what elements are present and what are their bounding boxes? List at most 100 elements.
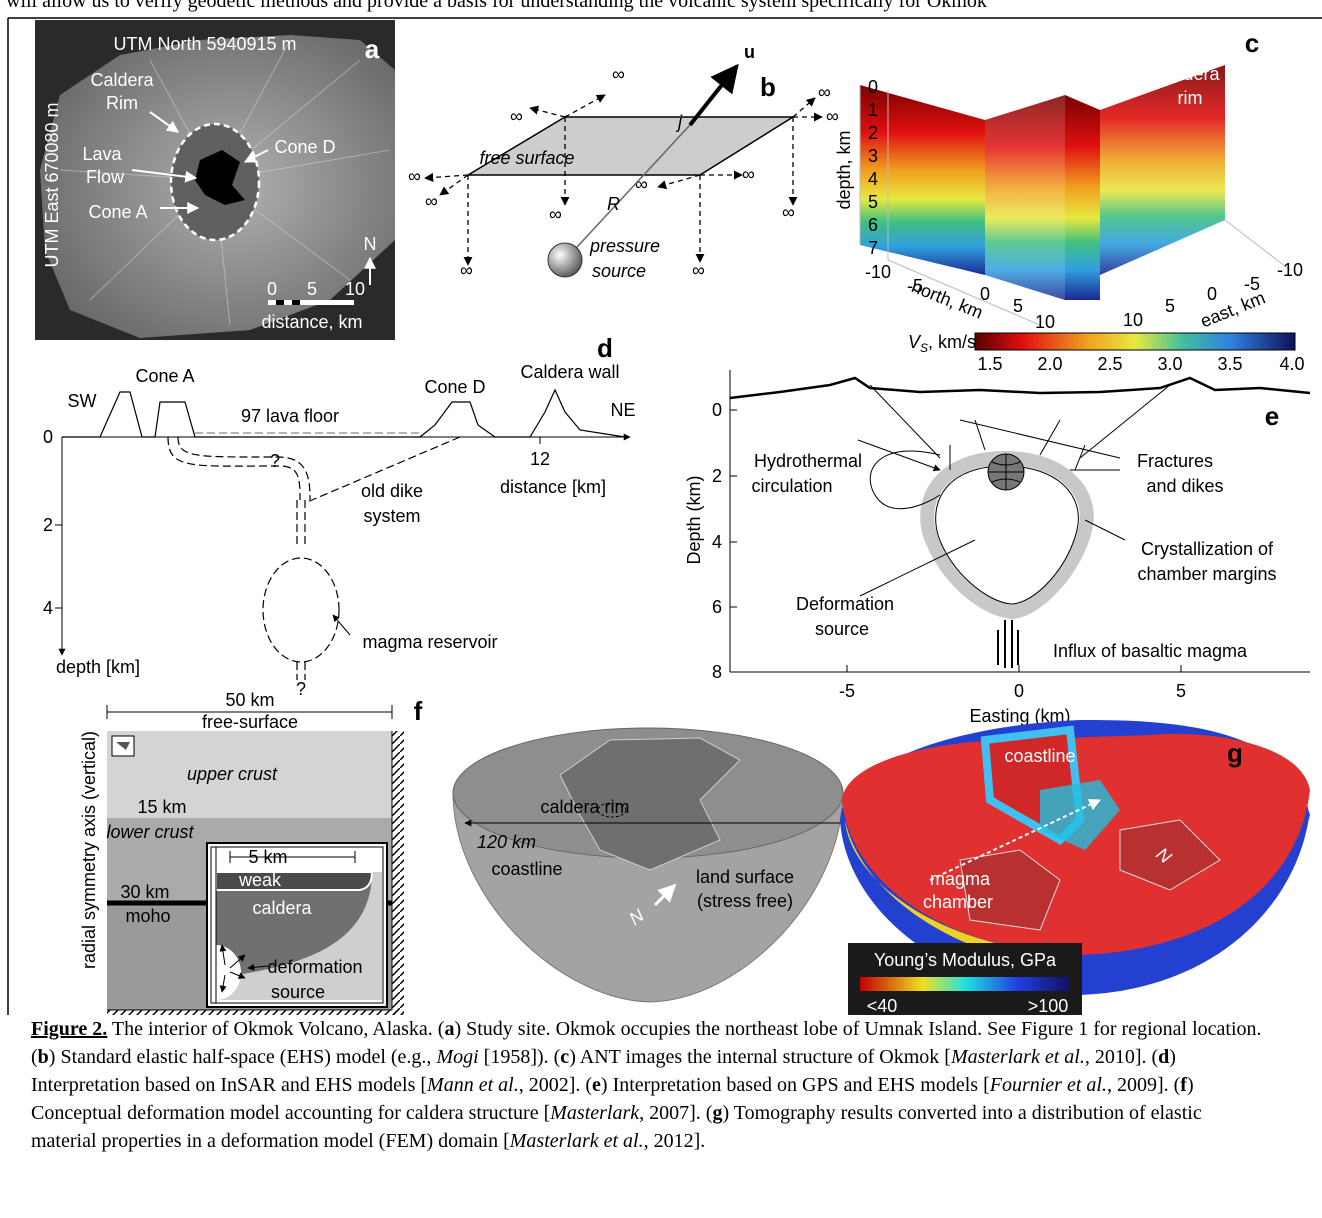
panel-b-infinity: ∞ <box>408 166 421 186</box>
page: will allow us to verify geodetic methods… <box>0 0 1322 1218</box>
shape <box>440 175 468 195</box>
panel-c-east-ticks: 10 <box>1123 310 1143 330</box>
panel-d-ne: NE <box>610 400 635 420</box>
panel-b-infinity: ∞ <box>460 260 473 280</box>
panel-e-x-ticks: 5 <box>1176 681 1186 701</box>
shape <box>860 977 1070 991</box>
caption: , 2002]. ( <box>519 1074 592 1096</box>
shape <box>425 175 468 178</box>
shape <box>333 615 350 635</box>
panel-c-depth-ticks: 5 <box>868 192 878 212</box>
panel-a-scale-ticks: 10 <box>345 279 365 299</box>
panel-a-utm-east: UTM East 670080 m <box>42 102 62 267</box>
panel-c-colorbar-ticks: 2.5 <box>1097 354 1122 374</box>
panel-c-north-ticks: 0 <box>980 284 990 304</box>
panel-b-infinity: ∞ <box>818 82 831 102</box>
panel-f-deformation: deformation <box>267 957 362 977</box>
panel-b-infinity: ∞ <box>692 260 705 280</box>
panel-f-axis: radial symmetry axis (vertical) <box>79 731 99 969</box>
panel-c-colorbar-ticks: 4.0 <box>1279 354 1304 374</box>
panel-g-coastline: coastline <box>1004 746 1075 766</box>
panel-e-x-ticks: -5 <box>839 681 855 701</box>
panel-c-north-ticks: 5 <box>1013 296 1023 316</box>
panel-g-land-surface: (stress free) <box>697 891 793 911</box>
panel-c-east-ticks: -10 <box>1277 260 1303 280</box>
panel-a-scale-label: distance, km <box>261 312 362 332</box>
panel-g-land-surface: land surface <box>696 867 794 887</box>
panel-d-caldera-wall: Caldera wall <box>520 362 619 382</box>
caption: Mogi <box>436 1046 478 1068</box>
caption: ) Interpretation based on GPS and EHS mo… <box>601 1074 990 1096</box>
caption: Mann et al. <box>427 1074 519 1096</box>
panel-e: e Hydrothermal circulation Fractures and… <box>684 370 1310 726</box>
caption: Masterlark <box>550 1102 639 1124</box>
panel-d-sw: SW <box>68 391 97 411</box>
shape <box>548 243 582 277</box>
shape <box>565 95 605 117</box>
panel-c-colorbar-unit: , km/s <box>928 332 976 352</box>
caption: ) Standard elastic half-space (EHS) mode… <box>49 1046 437 1068</box>
panel-b-infinity: ∞ <box>510 106 523 126</box>
panel-c: Cone A caldera rim c 01 23 45 67 depth, … <box>834 28 1305 374</box>
panel-e-hydrothermal: Hydrothermal <box>754 451 862 471</box>
caption: , 2012]. <box>644 1130 706 1152</box>
caption: b <box>38 1046 49 1068</box>
panel-b-vector: u <box>744 42 755 62</box>
panel-d-distance-tick: 12 <box>530 449 550 469</box>
panel-g-magma-chamber: magma <box>930 869 991 889</box>
panel-b-source: source <box>592 261 646 281</box>
shape <box>998 620 1018 668</box>
panel-f-letter: f <box>414 696 423 726</box>
caption: g <box>712 1102 722 1124</box>
figure: UTM North 5940915 m a UTM East 670080 m … <box>0 0 1322 1015</box>
shape <box>793 98 815 117</box>
panel-f-lower-crust: lower crust <box>106 822 194 842</box>
panel-e-y-ticks: 2 <box>712 466 722 486</box>
panel-c-depth-label: depth, km <box>834 130 854 209</box>
panel-a-caldera-rim: Caldera <box>90 70 154 90</box>
shape <box>276 300 284 305</box>
caption: , 2010]. ( <box>1085 1046 1158 1068</box>
panel-g-radius: 120 km <box>477 832 536 852</box>
panel-f-moho: moho <box>125 906 170 926</box>
panel-c-colorbar-ticks: 2.0 <box>1037 354 1062 374</box>
panel-d-distance-label: distance [km] <box>500 477 606 497</box>
panel-e-deformation: Deformation <box>796 594 894 614</box>
shape <box>870 385 1170 458</box>
panel-g: caldera rim 120 km coastline land surfac… <box>453 720 1310 1015</box>
shape <box>530 108 565 117</box>
shape <box>292 300 300 305</box>
panel-b: b free surface ∞∞ ∞∞ ∞∞ ∞∞ ∞∞ ∞∞ R j u p… <box>408 42 839 281</box>
caption: [1958]). ( <box>479 1046 561 1068</box>
panel-a-cone-d: Cone D <box>274 137 335 157</box>
panel-f-deformation: source <box>271 982 325 1002</box>
panel-b-radius: R <box>607 194 620 214</box>
caption: Figure 2. The interior of Okmok Volcano,… <box>31 1015 1271 1155</box>
panel-a-cone-a: Cone A <box>88 202 147 222</box>
panel-b-infinity: ∞ <box>742 164 755 184</box>
panel-g-coastline: coastline <box>491 859 562 879</box>
panel-e-y-ticks: 6 <box>712 597 722 617</box>
panel-e-influx: Influx of basaltic magma <box>1053 641 1248 661</box>
panel-f-depth-30: 30 km <box>120 882 169 902</box>
shape <box>297 500 305 545</box>
panel-c-depth-ticks: 7 <box>868 238 878 258</box>
panel-c-depth-ticks: 6 <box>868 215 878 235</box>
caption: f <box>1180 1074 1187 1096</box>
panel-b-infinity: ∞ <box>549 204 562 224</box>
panel-b-infinity: ∞ <box>612 64 625 84</box>
panel-b-infinity: ∞ <box>782 202 795 222</box>
panel-g-colorbar-title: Young’s Modulus, GPa <box>874 950 1057 970</box>
panel-a-scale-ticks: 5 <box>307 279 317 299</box>
caption: Fournier et al. <box>990 1074 1107 1096</box>
panel-b-plane: free surface <box>479 148 574 168</box>
panel-a-utm-north: UTM North 5940915 m <box>113 34 296 54</box>
panel-f: 50 km free-surface f 5 km radial symmetr… <box>79 690 423 1015</box>
panel-d-unknown: ? <box>270 451 280 471</box>
panel-a-lava-flow: Flow <box>86 167 125 187</box>
panel-g-colorbar-min: <40 <box>867 996 898 1015</box>
panel-a: UTM North 5940915 m a UTM East 670080 m … <box>35 20 395 340</box>
panel-d-depth-ticks: 2 <box>43 515 53 535</box>
panel-e-deformation: source <box>815 619 869 639</box>
panel-e-crystallization: Crystallization of <box>1141 539 1274 559</box>
